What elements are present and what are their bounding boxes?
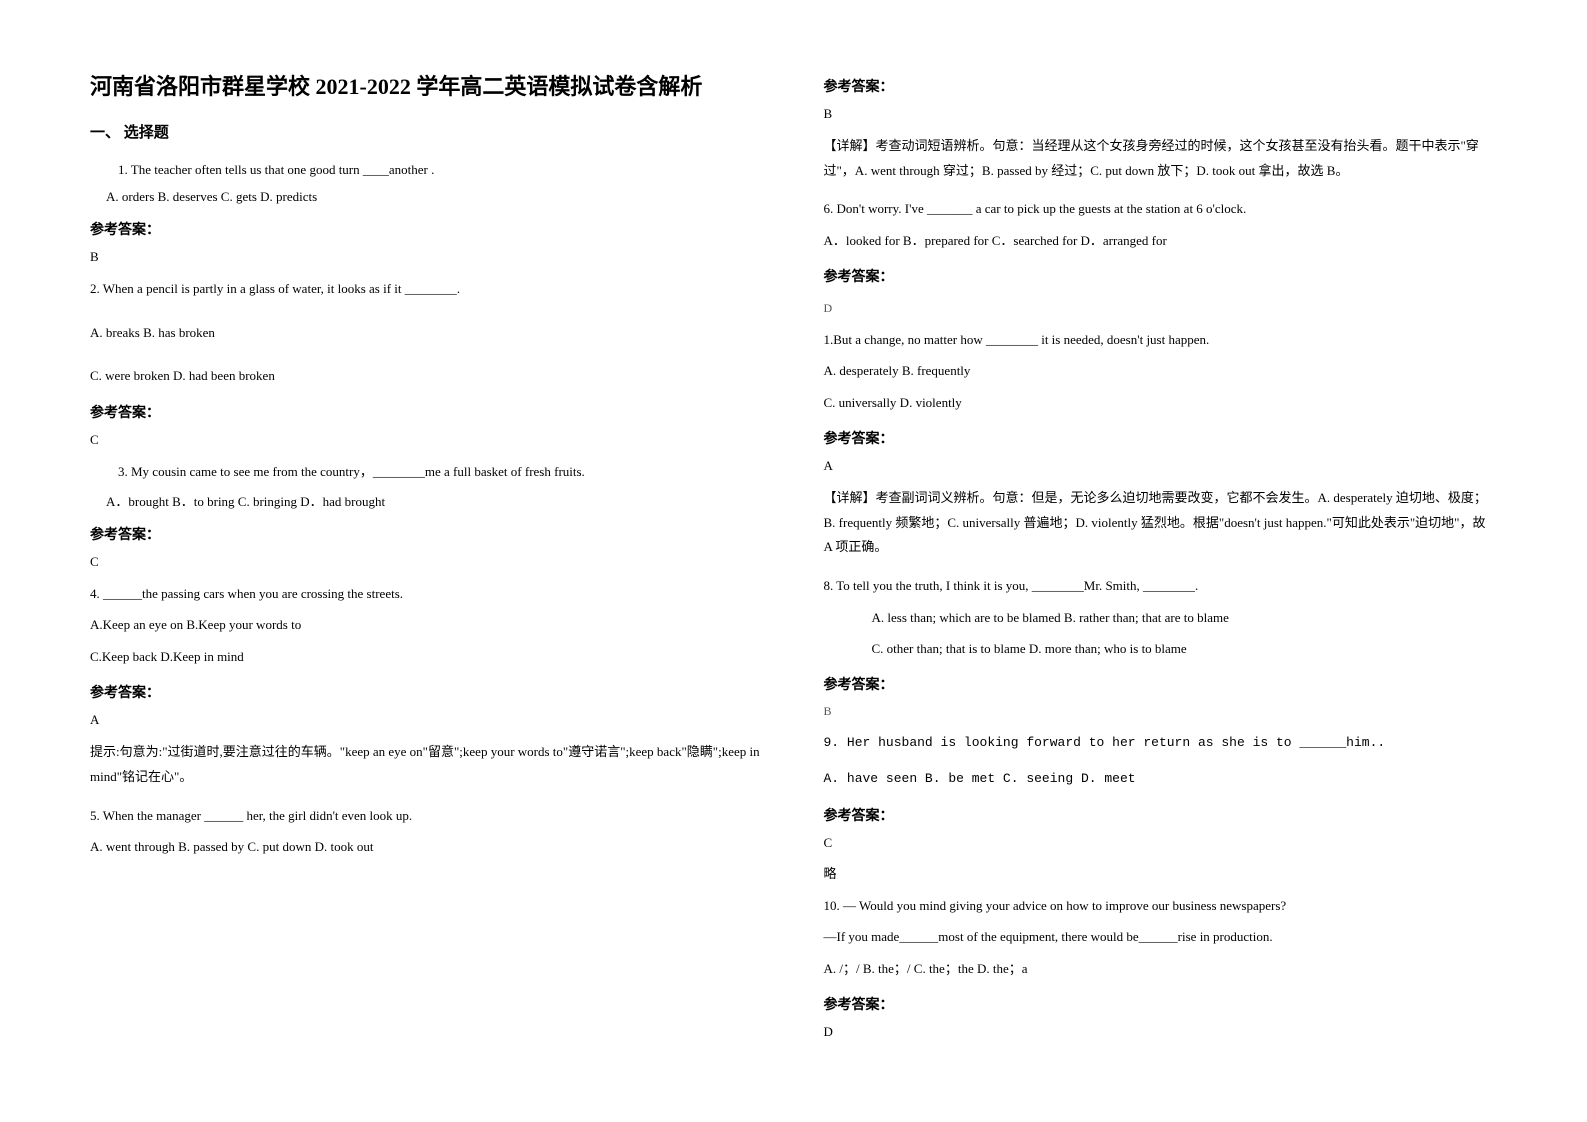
- q6-text: 6. Don't worry. I've _______ a car to pi…: [824, 197, 1498, 220]
- q4-options-1: A.Keep an eye on B.Keep your words to: [90, 613, 764, 636]
- q1-answer-label: 参考答案：: [90, 219, 764, 239]
- q9-answer: C: [824, 835, 1498, 851]
- q4-options-2: C.Keep back D.Keep in mind: [90, 645, 764, 668]
- q4-text: 4. ______the passing cars when you are c…: [90, 582, 764, 605]
- q2-answer-label: 参考答案：: [90, 402, 764, 422]
- q4-explanation: 提示:句意为:"过街道时,要注意过往的车辆。"keep an eye on"留意…: [90, 740, 764, 789]
- q6-answer: D: [824, 301, 1498, 316]
- q5-answer-label: 参考答案：: [824, 76, 1498, 96]
- document-title: 河南省洛阳市群星学校 2021-2022 学年高二英语模拟试卷含解析: [90, 70, 764, 103]
- q4-answer-label: 参考答案：: [90, 682, 764, 702]
- left-column: 河南省洛阳市群星学校 2021-2022 学年高二英语模拟试卷含解析 一、 选择…: [90, 70, 764, 1052]
- q8-options-1: A. less than; which are to be blamed B. …: [824, 606, 1498, 629]
- q5-text: 5. When the manager ______ her, the girl…: [90, 804, 764, 827]
- q5-answer: B: [824, 106, 1498, 122]
- q8-answer: B: [824, 704, 1498, 719]
- q1-text: 1. The teacher often tells us that one g…: [90, 158, 764, 181]
- q5-options: A. went through B. passed by C. put down…: [90, 835, 764, 858]
- q9-note: 略: [824, 863, 1498, 882]
- q2-answer: C: [90, 432, 764, 448]
- q4-answer: A: [90, 712, 764, 728]
- q7-explanation: 【详解】考查副词词义辨析。句意：但是，无论多么迫切地需要改变，它都不会发生。A.…: [824, 486, 1498, 560]
- q10-text-1: 10. — Would you mind giving your advice …: [824, 894, 1498, 917]
- q10-options: A. /；/ B. the；/ C. the；the D. the；a: [824, 957, 1498, 980]
- section-heading: 一、 选择题: [90, 121, 764, 142]
- q9-answer-label: 参考答案：: [824, 805, 1498, 825]
- q10-answer: D: [824, 1024, 1498, 1040]
- q3-options: A．brought B．to bring C. bringing D．had b…: [90, 491, 764, 510]
- q6-options: A．looked for B．prepared for C．searched f…: [824, 229, 1498, 252]
- q8-text: 8. To tell you the truth, I think it is …: [824, 574, 1498, 597]
- q8-answer-label: 参考答案：: [824, 674, 1498, 694]
- q3-answer: C: [90, 554, 764, 570]
- q10-answer-label: 参考答案：: [824, 994, 1498, 1014]
- q7-answer: A: [824, 458, 1498, 474]
- q7-options-2: C. universally D. violently: [824, 391, 1498, 414]
- q9-options: A. have seen B. be met C. seeing D. meet: [824, 767, 1498, 790]
- q6-answer-label: 参考答案：: [824, 266, 1498, 286]
- q3-answer-label: 参考答案：: [90, 524, 764, 544]
- q7-options-1: A. desperately B. frequently: [824, 359, 1498, 382]
- q9-text: 9. Her husband is looking forward to her…: [824, 731, 1498, 754]
- q1-options: A. orders B. deserves C. gets D. predict…: [90, 189, 764, 205]
- q10-text-2: —If you made______most of the equipment,…: [824, 925, 1498, 948]
- right-column: 参考答案： B 【详解】考查动词短语辨析。句意：当经理从这个女孩身旁经过的时候，…: [824, 70, 1498, 1052]
- q2-text: 2. When a pencil is partly in a glass of…: [90, 277, 764, 300]
- q1-answer: B: [90, 249, 764, 265]
- q3-text: 3. My cousin came to see me from the cou…: [90, 460, 764, 483]
- q5-explanation: 【详解】考查动词短语辨析。句意：当经理从这个女孩身旁经过的时候，这个女孩甚至没有…: [824, 134, 1498, 183]
- q7-answer-label: 参考答案：: [824, 428, 1498, 448]
- q7-text: 1.But a change, no matter how ________ i…: [824, 328, 1498, 351]
- q2-options-1: A. breaks B. has broken: [90, 321, 764, 344]
- q8-options-2: C. other than; that is to blame D. more …: [824, 637, 1498, 660]
- q2-options-2: C. were broken D. had been broken: [90, 364, 764, 387]
